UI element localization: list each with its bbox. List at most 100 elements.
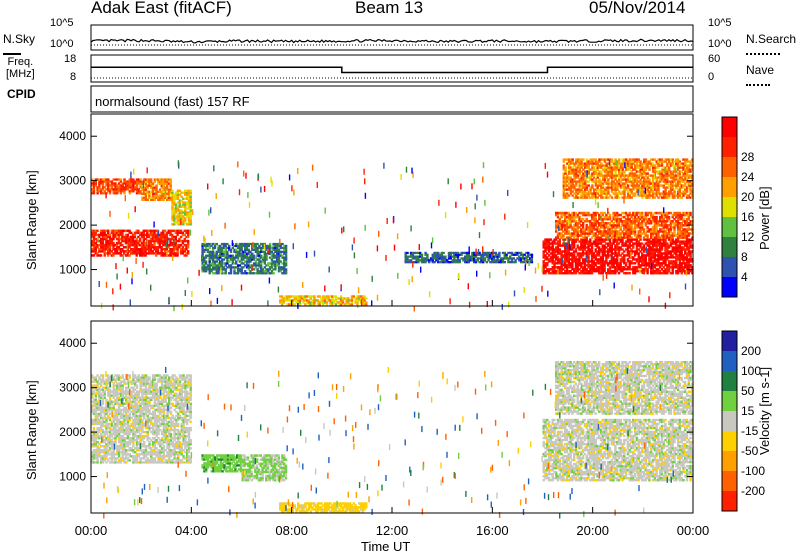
heatmap-cell <box>564 172 567 175</box>
heatmap-cell <box>591 172 594 175</box>
heatmap-cell <box>598 242 601 245</box>
heatmap-cell <box>564 196 567 199</box>
heatmap-cell <box>641 211 644 215</box>
heatmap-cell <box>277 264 281 267</box>
heatmap-cell <box>409 261 413 264</box>
heatmap-cell <box>212 258 215 261</box>
heatmap-cell <box>592 168 596 171</box>
heatmap-cell <box>635 250 639 253</box>
heatmap-cell <box>684 252 687 255</box>
heatmap-cell <box>560 211 563 215</box>
heatmap-cell <box>598 178 601 181</box>
heatmap-cell <box>576 252 579 255</box>
heatmap-cell <box>641 222 644 225</box>
heatmap-cell <box>635 234 639 237</box>
heatmap-cell <box>178 231 181 235</box>
heatmap-cell <box>655 182 658 185</box>
heatmap-cell <box>507 259 510 262</box>
heatmap-cell <box>680 170 683 173</box>
heatmap-cell <box>142 241 145 245</box>
heatmap-cell <box>642 256 646 259</box>
heatmap-cell <box>612 162 615 165</box>
heatmap-cell <box>462 251 465 255</box>
heatmap-cell <box>551 260 554 263</box>
heatmap-cell <box>245 264 249 267</box>
heatmap-cell <box>571 184 574 187</box>
heatmap-cell <box>567 270 570 273</box>
heatmap-cell <box>644 164 648 167</box>
heatmap-cell <box>361 303 364 306</box>
heatmap-cell <box>576 192 580 195</box>
heatmap-cell <box>626 236 630 239</box>
heatmap-cell <box>578 264 581 267</box>
heatmap-cell <box>589 160 592 163</box>
heatmap-cell <box>189 205 192 208</box>
heatmap-cell <box>585 240 588 243</box>
heatmap-cell <box>578 211 581 215</box>
heatmap-cell <box>682 228 685 231</box>
heatmap-cell <box>573 230 576 233</box>
heatmap-cell <box>608 213 612 217</box>
heatmap-cell <box>146 233 149 237</box>
heatmap-cell <box>582 158 585 161</box>
heatmap-cell <box>673 192 676 195</box>
heatmap-cell <box>163 241 167 245</box>
heatmap-cell <box>98 184 101 187</box>
heatmap-cell <box>453 257 456 260</box>
heatmap-cell <box>653 215 656 219</box>
heatmap-cell <box>628 180 632 183</box>
heatmap-cell <box>562 272 565 275</box>
heatmap-cell <box>547 272 551 275</box>
heatmap-cell <box>489 255 492 258</box>
heatmap-cell <box>650 174 653 177</box>
heatmap-cell <box>174 239 177 243</box>
heatmap-cell <box>598 246 601 249</box>
heatmap-cell <box>178 201 181 204</box>
heatmap-cell <box>573 192 576 195</box>
heatmap-cell <box>158 180 162 183</box>
heatmap-cell <box>571 254 574 257</box>
heatmap-cell <box>165 233 169 237</box>
heatmap-cell <box>112 229 115 233</box>
heatmap-cell <box>467 259 470 262</box>
heatmap-cell <box>621 160 624 163</box>
heatmap-cell <box>155 248 158 251</box>
heatmap-cell <box>171 223 174 226</box>
heatmap-cell <box>587 254 590 257</box>
heatmap-cell <box>581 230 585 233</box>
heatmap-cell <box>598 170 601 173</box>
heatmap-cell <box>655 194 658 197</box>
heatmap-cell <box>684 176 687 179</box>
heatmap-cell <box>632 222 635 225</box>
heatmap-cell <box>592 228 596 231</box>
heatmap-cell <box>408 259 411 262</box>
heatmap-cell <box>575 192 578 195</box>
heatmap-cell <box>585 220 588 223</box>
heatmap-cell <box>135 190 139 193</box>
heatmap-cell <box>650 158 653 161</box>
heatmap-cell <box>630 170 633 173</box>
heatmap-cell <box>639 222 642 225</box>
heatmap-cell <box>487 251 490 255</box>
heatmap-cell <box>304 303 307 306</box>
heatmap-cell <box>261 250 265 253</box>
heatmap-cell <box>569 224 572 227</box>
heatmap-cell <box>644 242 647 245</box>
heatmap-cell <box>671 180 674 183</box>
heatmap-cell <box>621 172 624 175</box>
heatmap-cell <box>274 250 277 253</box>
heatmap-cell <box>542 240 545 243</box>
heatmap-cell <box>208 246 211 250</box>
heatmap-cell <box>682 230 685 233</box>
heatmap-cell <box>635 258 639 261</box>
heatmap-cell <box>530 259 534 262</box>
heatmap-cell <box>137 188 140 191</box>
heatmap-cell <box>137 229 140 233</box>
heatmap-cell <box>660 170 664 173</box>
heatmap-cell <box>215 258 218 261</box>
heatmap-cell <box>254 272 258 275</box>
heatmap-cell <box>562 176 565 179</box>
heatmap-cell <box>633 242 637 245</box>
heatmap-cell <box>651 230 655 233</box>
heatmap-cell <box>279 301 282 304</box>
